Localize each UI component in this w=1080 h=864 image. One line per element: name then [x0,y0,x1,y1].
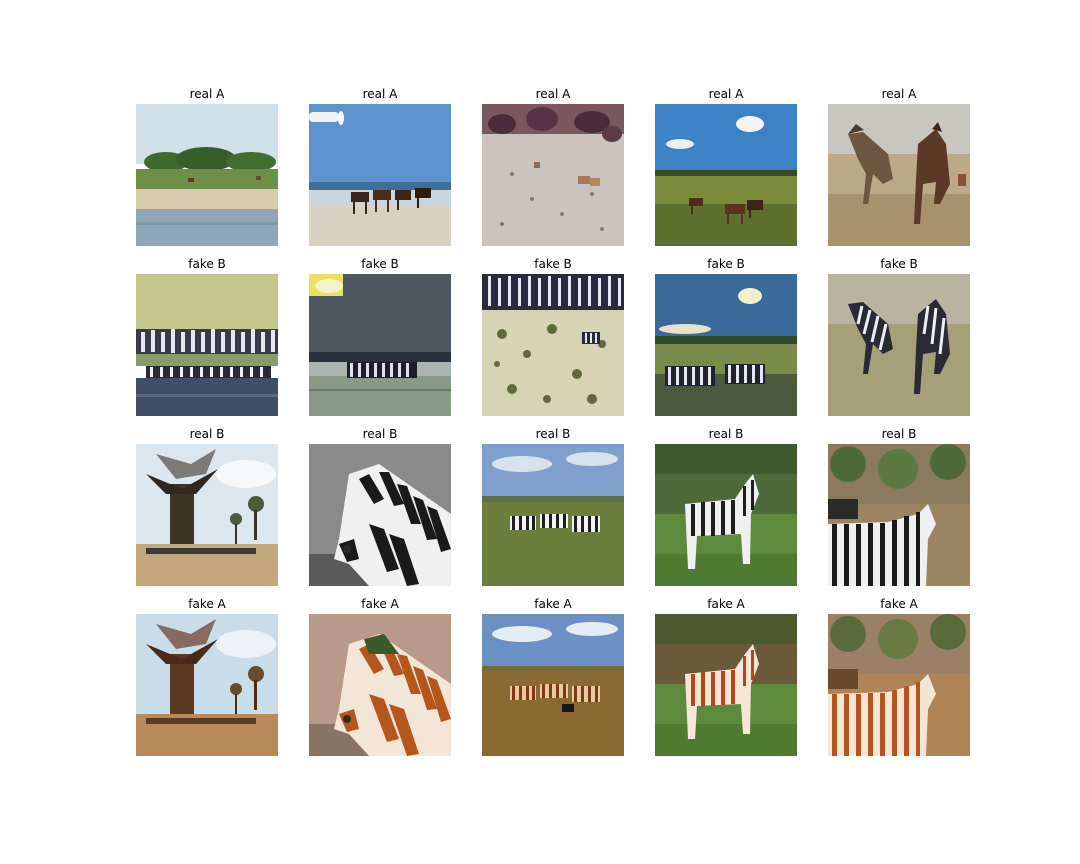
panel-image [828,104,970,246]
zebra-texture-river-image [136,274,278,416]
panel-title: fake A [534,597,572,611]
panel-title: fake B [707,257,745,271]
panel-fake-a-4: fake A [655,596,797,756]
panel-image [482,444,624,586]
zebra-plain-image [655,274,797,416]
panel-image [136,614,278,756]
panel-fake-a-3: fake A [482,596,624,756]
panel-title: fake A [707,597,745,611]
image-grid: real A real A [136,86,971,756]
panel-image [482,614,624,756]
panel-image [309,444,451,586]
panel-title: real B [362,427,398,441]
panel-title: fake A [188,597,226,611]
panel-image [136,104,278,246]
horse-brown-grass-image [655,614,797,756]
panel-real-b-4: real B [655,426,797,586]
panel-image [136,444,278,586]
panel-image [828,614,970,756]
panel-title: real A [362,87,398,101]
horse-closeup-brown-image [309,614,451,756]
panel-image [482,274,624,416]
panel-image [655,444,797,586]
panel-image [828,274,970,416]
baobab-savanna-image [136,444,278,586]
panel-real-b-3: real B [482,426,624,586]
panel-image [309,104,451,246]
horses-plain-image [655,104,797,246]
horses-brown-grassland-image [482,614,624,756]
panel-fake-b-4: fake B [655,256,797,416]
zebra-green-grass-image [655,444,797,586]
panel-fake-b-5: fake B [828,256,970,416]
horses-brown-shrubs-image [828,614,970,756]
zebra-scrub-image [482,274,624,416]
panel-fake-a-2: fake A [309,596,451,756]
panel-fake-a-5: fake A [828,596,970,756]
panel-title: real A [535,87,571,101]
panel-title: fake A [361,597,399,611]
panel-title: fake B [361,257,399,271]
panel-title: real A [881,87,917,101]
horses-running-image [828,104,970,246]
panel-image [136,274,278,416]
panel-title: real B [881,427,917,441]
panel-title: fake A [880,597,918,611]
panel-real-a-5: real A [828,86,970,246]
panel-image [309,274,451,416]
panel-title: fake B [534,257,572,271]
horses-snow-scrub-image [482,104,624,246]
zebra-running-image [828,274,970,416]
panel-fake-b-2: fake B [309,256,451,416]
panel-real-a-4: real A [655,86,797,246]
panel-fake-b-1: fake B [136,256,278,416]
panel-fake-b-3: fake B [482,256,624,416]
horses-beach-image [309,104,451,246]
panel-title: real B [708,427,744,441]
panel-title: real B [189,427,225,441]
panel-fake-a-1: fake A [136,596,278,756]
zebra-closeup-gray-image [309,444,451,586]
panel-image [309,614,451,756]
panel-image [482,104,624,246]
panel-image [655,614,797,756]
horses-river-image [136,104,278,246]
panel-title: fake B [880,257,918,271]
panel-real-b-1: real B [136,426,278,586]
panel-real-a-3: real A [482,86,624,246]
zebra-herd-grassland-image [482,444,624,586]
panel-image [828,444,970,586]
zebra-beach-image [309,274,451,416]
zebras-shrubs-image [828,444,970,586]
panel-real-a-2: real A [309,86,451,246]
panel-real-b-5: real B [828,426,970,586]
panel-title: fake B [188,257,226,271]
panel-image [655,274,797,416]
panel-title: real B [535,427,571,441]
panel-real-b-2: real B [309,426,451,586]
panel-title: real A [708,87,744,101]
panel-title: real A [189,87,225,101]
panel-image [655,104,797,246]
panel-real-a-1: real A [136,86,278,246]
baobab-brown-savanna-image [136,614,278,756]
